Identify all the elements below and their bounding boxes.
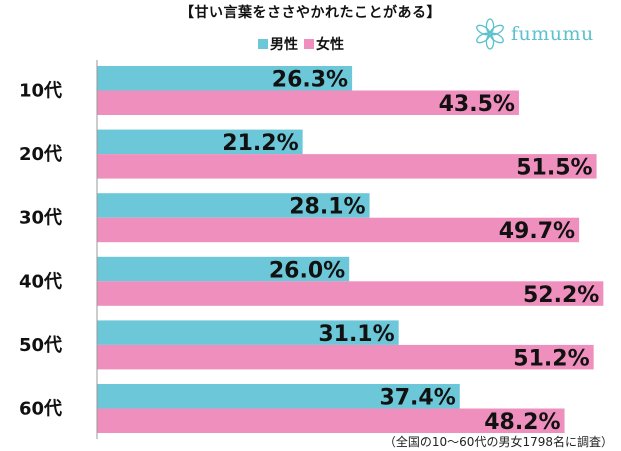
bar-label-male-6: 37.4% [379,386,455,411]
bar-label-female-5: 51.2% [513,346,589,371]
bar-male-1 [97,66,353,91]
brand-logo: fumumu [474,16,594,52]
flower-icon [476,18,504,50]
brand-name: fumumu [511,23,594,45]
bar-label-female-6: 48.2% [484,410,560,435]
bar-female-1 [97,90,519,115]
bar-male-6 [97,384,460,409]
category-label-4: 40代 [19,271,62,292]
bar-female-5 [97,344,594,370]
bars-layer: 10代 26.3% 43.5% 20代 21.2% 51.5% 30代 28.1% 49.7% 4… [19,66,604,435]
bar-label-female-3: 49.7% [499,219,575,244]
bar-label-male-4: 26.0% [269,258,345,283]
chart-title: 【甘い言葉をささやかれたことがある】 [180,5,441,21]
category-label-3: 30代 [19,208,62,229]
bar-female-4 [97,281,604,306]
legend-label-male: 男性 [270,37,298,53]
category-label-2: 20代 [19,144,62,165]
bar-label-male-5: 31.1% [318,322,394,347]
bar-label-female-2: 51.5% [516,156,592,181]
bar-male-4 [97,256,350,282]
bar-male-2 [97,129,303,155]
footnote: （全国の10〜60代の男女1798名に調査） [383,435,613,449]
category-label-1: 10代 [19,81,62,102]
category-label-6: 60代 [19,399,62,420]
bar-male-5 [97,320,399,345]
bar-label-female-1: 43.5% [439,92,515,117]
legend: 男性 女性 [258,34,350,54]
legend-swatch-male [258,39,268,49]
bar-male-3 [97,193,370,218]
legend-item-male: 男性 [258,34,298,54]
category-label-5: 50代 [19,335,62,356]
bar-female-6 [97,408,565,433]
bar-female-2 [97,154,597,179]
bar-label-female-4: 52.2% [523,283,599,308]
legend-item-female: 女性 [304,34,344,54]
bar-label-male-2: 21.2% [222,131,298,156]
legend-swatch-female [304,39,314,49]
legend-label-female: 女性 [316,37,344,53]
bar-female-3 [97,217,580,243]
bar-label-male-3: 28.1% [289,195,365,220]
bar-label-male-1: 26.3% [272,68,348,93]
